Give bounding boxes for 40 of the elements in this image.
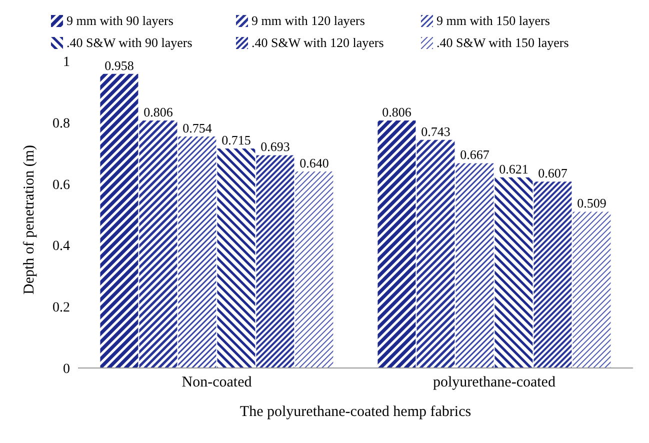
- data-label: 0.754: [182, 120, 212, 136]
- y-tick-label: 0: [63, 362, 70, 377]
- legend-label: .40 S&W with 90 layers: [66, 35, 192, 51]
- data-label: 0.715: [222, 132, 251, 148]
- data-label: 0.607: [538, 166, 568, 181]
- bar: [416, 140, 455, 368]
- bar: [494, 177, 533, 368]
- bar: [456, 163, 494, 368]
- bar: [534, 182, 572, 368]
- y-tick-label: 0.2: [52, 300, 70, 316]
- data-label: 0.667: [460, 147, 490, 162]
- legend-label: 9 mm with 90 layers: [66, 13, 174, 29]
- data-label: 0.743: [421, 124, 450, 139]
- bar: [256, 155, 294, 368]
- x-axis-title: The polyurethane-coated hemp fabrics: [240, 404, 472, 420]
- x-tick-label: polyurethane-coated: [433, 374, 556, 391]
- data-label: 0.806: [144, 104, 174, 120]
- y-tick-label: 0.8: [52, 116, 70, 132]
- x-tick-label: Non-coated: [182, 374, 252, 391]
- data-label: 0.509: [577, 196, 606, 211]
- data-label: 0.640: [300, 156, 329, 171]
- data-label: 0.806: [382, 104, 412, 120]
- data-label: 0.958: [104, 58, 134, 73]
- bar: [217, 148, 256, 368]
- data-label: 0.621: [499, 161, 528, 176]
- legend-label: 9 mm with 120 layers: [252, 13, 365, 29]
- bar: [139, 120, 178, 368]
- y-tick-label: 0.4: [52, 239, 70, 254]
- bar: [178, 136, 216, 368]
- data-label: 0.693: [260, 139, 290, 154]
- bar: [378, 120, 416, 368]
- legend-label: .40 S&W with 150 layers: [436, 35, 569, 51]
- legend-label: .40 S&W with 120 layers: [252, 35, 384, 51]
- y-tick-label: 1: [63, 54, 70, 70]
- y-tick-label: 0.6: [52, 178, 70, 193]
- bar: [100, 74, 138, 368]
- bar: [572, 212, 611, 368]
- y-axis-title: Depth of penetration (m): [21, 144, 38, 294]
- bar: [295, 172, 334, 368]
- legend-label: 9 mm with 150 layers: [436, 13, 550, 29]
